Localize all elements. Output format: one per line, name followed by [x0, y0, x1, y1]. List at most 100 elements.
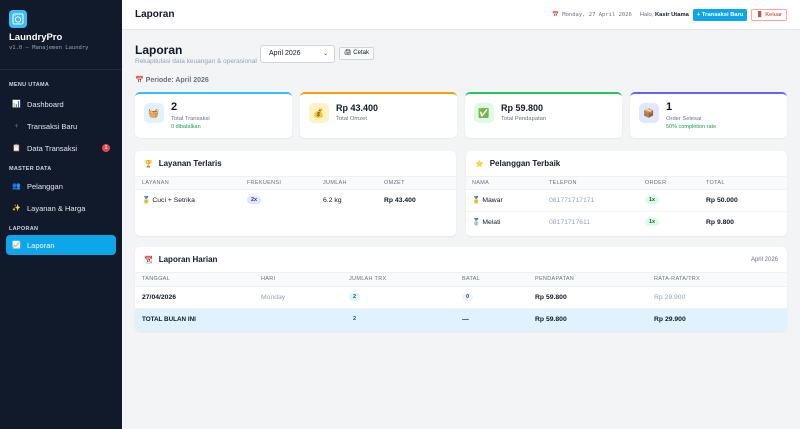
stat-value: Rp 59.800: [501, 103, 544, 113]
table-total-row: TOTAL BULAN INI 2 — Rp 59.800 Rp 29.900: [135, 309, 787, 331]
notification-badge: 1: [102, 144, 110, 152]
quantity-cell: 6.2 kg: [323, 197, 342, 204]
order-cell: 1x: [645, 190, 660, 212]
stat-card-total-omzet: 💰 Rp 43.400 Total Omzet: [300, 92, 457, 138]
sidebar-item-laporan[interactable]: 📈 Laporan: [6, 235, 116, 255]
stat-note: 50% completion rate: [666, 124, 717, 130]
service-name: 🥇 Cuci + Setrika: [142, 197, 195, 204]
sidebar: LaundryPro v1.0 — Manajemen Laundry MENU…: [0, 0, 122, 429]
stat-value: Rp 43.400: [336, 103, 379, 113]
column-header: RATA-RATA/TRX: [654, 276, 700, 282]
month-select-value: April 2026: [269, 50, 301, 57]
logout-button[interactable]: 🚪 Keluar: [751, 9, 787, 21]
stat-card-total-pendapatan: ✅ Rp 59.800 Total Pendapatan: [465, 92, 622, 138]
column-header: BATAL: [462, 276, 481, 282]
batal-cell: 0: [462, 287, 474, 309]
total-cell: Rp 50.000: [706, 197, 738, 204]
total-trx-cell: 2: [349, 309, 361, 331]
column-header: HARI: [261, 276, 276, 282]
stat-label: Total Pendapatan: [501, 116, 547, 122]
plus-icon: +: [14, 122, 19, 130]
total-trx-pill: 2: [349, 315, 361, 324]
total-income-cell: Rp 59.800: [535, 316, 567, 323]
sidebar-item-label: Laporan: [27, 240, 55, 250]
sidebar-item-pelanggan[interactable]: 👥 Pelanggan: [6, 176, 116, 196]
sidebar-item-layanan-harga[interactable]: ✨ Layanan & Harga: [6, 198, 116, 218]
stat-card-order-selesai: 📦 1 Order Selesai 50% completion rate: [630, 92, 787, 138]
total-average-cell: Rp 29.900: [654, 316, 686, 323]
column-header: PENDAPATAN: [535, 276, 575, 282]
day-cell: Monday: [261, 294, 286, 301]
trx-cell: 2: [349, 287, 361, 309]
column-header: JUMLAH TRX: [349, 276, 387, 282]
frequency-pill: 2x: [247, 196, 262, 205]
table-row: 27/04/2026 Monday 2 0 Rp 59.800 Rp 29.90…: [135, 287, 787, 309]
sidebar-item-label: Transaksi Baru: [27, 121, 78, 131]
current-date: 📅 Monday, 27 April 2026: [552, 12, 632, 18]
periode-label: 📅 Periode: April 2026: [135, 77, 209, 84]
stat-value: 1: [666, 101, 673, 113]
panel-laporan-harian: 📆 Laporan Harian April 2026 TANGGAL HARI…: [135, 247, 787, 331]
customer-name: 🥈 Melati: [472, 219, 501, 226]
page-title: Laporan: [135, 43, 183, 57]
package-icon: 📦: [639, 103, 659, 123]
washing-machine-icon: [9, 10, 27, 28]
sidebar-item-label: Layanan & Harga: [27, 203, 86, 213]
sidebar-item-label: Data Transaksi: [27, 143, 78, 153]
stat-label: Total Transaksi: [171, 116, 210, 122]
check-mark-icon: ✅: [474, 103, 494, 123]
phone-cell: 08171717611: [549, 219, 591, 226]
new-transaction-button[interactable]: + Transaksi Baru: [692, 9, 748, 21]
total-cell: Rp 9.800: [706, 219, 734, 226]
table-header: NAMA TELEPON ORDER TOTAL: [466, 177, 787, 190]
batal-pill: 0: [462, 293, 474, 302]
column-header: NAMA: [472, 180, 490, 186]
topbar-right: 📅 Monday, 27 April 2026 Halo, Kasir Utam…: [552, 9, 787, 21]
phone-cell: 081771717171: [549, 197, 595, 204]
section-label-menu-utama: MENU UTAMA: [9, 82, 50, 88]
user-name: Kasir Utama: [655, 12, 689, 18]
sidebar-item-transaksi-baru[interactable]: + Transaksi Baru: [6, 116, 116, 136]
panel-header: ⭐ Pelanggan Terbaik: [466, 151, 787, 177]
topbar: Laporan 📅 Monday, 27 April 2026 Halo, Ka…: [122, 0, 800, 30]
table-header: TANGGAL HARI JUMLAH TRX BATAL PENDAPATAN…: [135, 273, 787, 287]
table-row: 🥈 Melati 08171717611 1x Rp 9.800: [466, 212, 787, 234]
laundry-basket-icon: 🧺: [144, 103, 164, 123]
income-cell: Rp 59.800: [535, 294, 567, 301]
clipboard-icon: 📋: [12, 145, 21, 152]
stat-label: Total Omzet: [336, 116, 367, 122]
trophy-icon: 🏆: [144, 160, 153, 168]
order-cell: 1x: [645, 212, 660, 234]
panel-header: 📆 Laporan Harian April 2026: [135, 247, 787, 273]
stat-label: Order Selesai: [666, 116, 702, 122]
greeting-prefix: Halo,: [639, 12, 654, 18]
customer-name: 🥇 Mawar: [472, 197, 503, 204]
panel-title: Layanan Terlaris: [158, 159, 222, 168]
column-header: TELEPON: [549, 180, 577, 186]
column-header: TANGGAL: [142, 276, 170, 282]
brand: LaundryPro v1.0 — Manajemen Laundry: [0, 0, 122, 70]
stat-card-total-transaksi: 🧺 2 Total Transaksi 0 dibatalkan: [135, 92, 292, 138]
average-cell: Rp 29.900: [654, 294, 686, 301]
calendar-icon: 📆: [144, 256, 153, 264]
panel-pelanggan-terbaik: ⭐ Pelanggan Terbaik NAMA TELEPON ORDER T…: [466, 151, 787, 236]
sidebar-item-label: Dashboard: [27, 99, 64, 109]
sidebar-item-dashboard[interactable]: 📊 Dashboard: [6, 94, 116, 114]
total-batal-cell: —: [462, 316, 469, 323]
panel-layanan-terlaris: 🏆 Layanan Terlaris LAYANAN FREKUENSI JUM…: [135, 151, 456, 236]
date-cell: 27/04/2026: [142, 294, 177, 301]
month-select[interactable]: April 2026 ⌄: [260, 45, 335, 63]
column-header: ORDER: [645, 180, 667, 186]
brand-subtitle: v1.0 — Manajemen Laundry: [9, 45, 89, 51]
trend-chart-icon: 📈: [12, 242, 21, 249]
table-row: 🥇 Cuci + Setrika 2x 6.2 kg Rp 43.400: [135, 190, 456, 212]
panel-period: April 2026: [750, 256, 778, 263]
column-header: LAYANAN: [142, 180, 169, 186]
greeting: Halo, Kasir Utama: [640, 12, 689, 18]
column-header: OMZET: [384, 180, 405, 186]
brand-name: LaundryPro: [9, 32, 63, 43]
frequency-cell: 2x: [247, 190, 262, 212]
sidebar-item-data-transaksi[interactable]: 📋 Data Transaksi 1: [6, 138, 116, 158]
total-label: TOTAL BULAN INI: [142, 316, 196, 323]
print-button[interactable]: 🖨 Cetak: [339, 47, 374, 60]
